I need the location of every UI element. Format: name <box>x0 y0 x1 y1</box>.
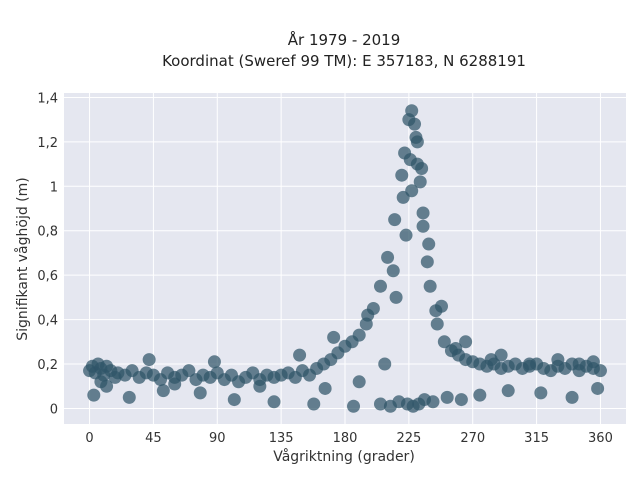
data-point <box>87 388 101 402</box>
x-tick-label: 225 <box>396 431 421 446</box>
data-points <box>83 104 607 413</box>
data-point <box>267 395 281 409</box>
y-tick-label: 0,6 <box>37 269 58 284</box>
chart-title-line-2: Koordinat (Sweref 99 TM): E 357183, N 62… <box>162 52 526 70</box>
data-point <box>437 335 451 349</box>
data-point <box>416 219 430 233</box>
data-point <box>227 393 241 407</box>
data-point <box>207 355 221 369</box>
y-axis-label: Signifikant våghöjd (m) <box>14 177 31 340</box>
chart-title-line-1: År 1979 - 2019 <box>288 30 401 49</box>
data-point <box>586 355 600 369</box>
data-point <box>395 168 409 182</box>
x-tick-label: 135 <box>269 431 294 446</box>
x-axis-ticks: 0 45 90 135 180 225 270 315 360 <box>85 431 612 446</box>
data-point <box>389 290 403 304</box>
data-point <box>156 384 170 398</box>
x-tick-label: 0 <box>85 431 93 446</box>
data-point <box>454 393 468 407</box>
y-tick-label: 0 <box>50 402 58 417</box>
data-point <box>440 390 454 404</box>
data-point <box>94 375 108 389</box>
data-point <box>430 317 444 331</box>
data-point <box>373 279 387 293</box>
y-tick-label: 0,2 <box>37 358 58 373</box>
y-tick-label: 1,2 <box>37 136 58 151</box>
data-point <box>347 399 361 413</box>
y-tick-label: 1 <box>50 180 58 195</box>
data-point <box>307 397 321 411</box>
data-point <box>423 279 437 293</box>
data-point <box>352 375 366 389</box>
y-tick-label: 0,8 <box>37 225 58 240</box>
data-point <box>410 157 424 171</box>
data-point <box>361 308 375 322</box>
data-point <box>408 117 422 131</box>
data-point <box>551 353 565 367</box>
x-tick-label: 180 <box>333 431 358 446</box>
data-point <box>142 353 156 367</box>
data-point <box>253 379 267 393</box>
data-point <box>494 348 508 362</box>
x-tick-label: 360 <box>588 431 613 446</box>
x-tick-label: 45 <box>145 431 162 446</box>
x-tick-label: 270 <box>460 431 485 446</box>
data-point <box>327 330 341 344</box>
data-point <box>378 357 392 371</box>
x-tick-label: 90 <box>209 431 226 446</box>
data-point <box>572 357 586 371</box>
data-point <box>473 388 487 402</box>
data-point <box>565 390 579 404</box>
data-point <box>122 390 136 404</box>
data-point <box>420 255 434 269</box>
data-point <box>459 335 473 349</box>
data-point <box>399 228 413 242</box>
x-tick-label: 315 <box>524 431 549 446</box>
data-point <box>405 184 419 198</box>
data-point <box>413 175 427 189</box>
data-point <box>429 304 443 318</box>
data-point <box>593 364 607 378</box>
data-point <box>449 341 463 355</box>
data-point <box>381 250 395 264</box>
data-point <box>388 213 402 227</box>
data-point <box>405 104 419 118</box>
data-point <box>168 377 182 391</box>
data-point <box>484 353 498 367</box>
data-point <box>318 381 332 395</box>
y-tick-label: 0,4 <box>37 314 58 329</box>
data-point <box>522 357 536 371</box>
data-point <box>409 130 423 144</box>
data-point <box>386 264 400 278</box>
y-tick-label: 1,4 <box>37 91 58 106</box>
data-point <box>416 206 430 220</box>
data-point <box>193 386 207 400</box>
data-point <box>591 381 605 395</box>
y-axis-ticks: 0 0,2 0,4 0,6 0,8 1 1,2 1,4 <box>37 91 58 417</box>
data-point <box>373 397 387 411</box>
x-axis-label: Vågriktning (grader) <box>273 448 415 465</box>
data-point <box>426 395 440 409</box>
data-point <box>501 384 515 398</box>
data-point <box>534 386 548 400</box>
data-point <box>422 237 436 251</box>
data-point <box>352 328 366 342</box>
data-point <box>182 364 196 378</box>
data-point <box>293 348 307 362</box>
